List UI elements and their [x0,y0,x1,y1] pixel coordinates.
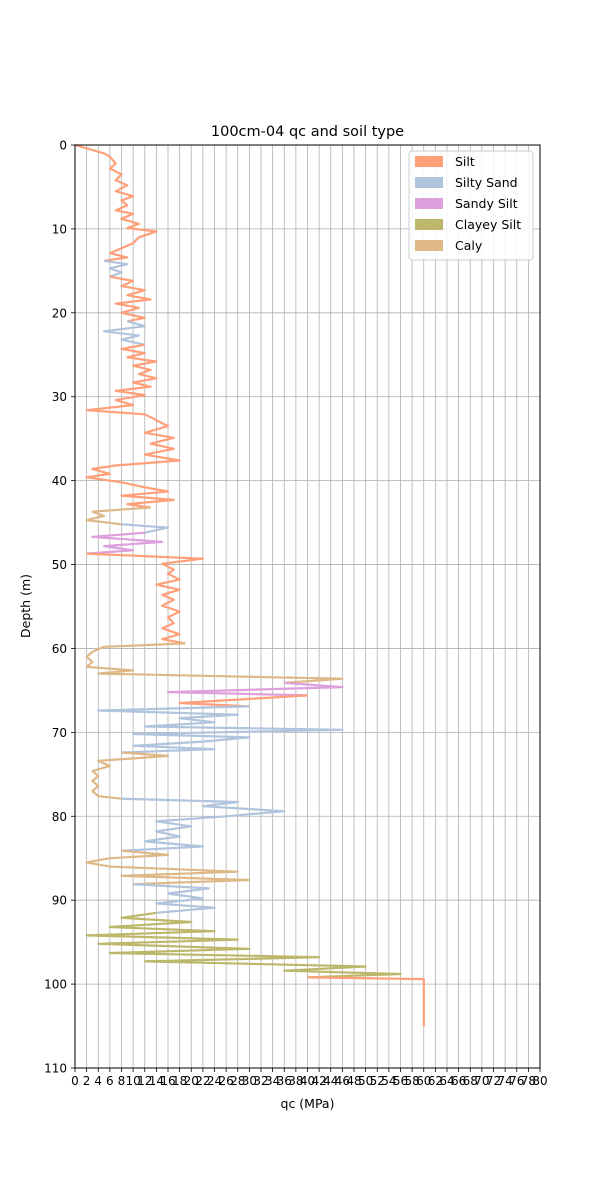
legend-label-sandy-silt: Sandy Silt [455,196,518,211]
x-tick-label: 20 [184,1074,199,1088]
x-tick-label: 8 [118,1074,126,1088]
series-line-caly [85,642,344,684]
x-tick-label: 76 [509,1074,524,1088]
legend-label-silty-sand: Silty Sand [455,175,518,190]
x-tick-label: 30 [242,1074,257,1088]
y-tick-label: 60 [52,642,67,656]
legend-swatch-clayey-silt [415,219,443,230]
y-tick-label: 10 [52,222,67,236]
x-tick-label: 10 [125,1074,140,1088]
x-tick-label: 68 [463,1074,478,1088]
x-tick-label: 12 [137,1074,152,1088]
x-tick-label: 6 [106,1074,114,1088]
x-tick-label: 60 [416,1074,431,1088]
y-tick-label: 70 [52,726,67,740]
legend-label-caly: Caly [455,238,483,253]
gridlines [74,144,541,1069]
x-tick-label: 52 [370,1074,385,1088]
y-tick-label: 90 [52,894,67,908]
series-line-silt [86,552,204,645]
series-line-silt [109,275,152,323]
series-line-silty-sand [133,883,216,914]
legend-swatch-sandy-silt [415,198,443,209]
x-tick-label: 78 [521,1074,536,1088]
series-line-sandy-silt [86,531,164,555]
x-tick-label: 74 [497,1074,512,1088]
legend-label-silt: Silt [455,154,475,169]
x-tick-label: 44 [323,1074,338,1088]
series-line-caly [85,849,251,886]
y-tick-label: 50 [52,558,67,572]
y-tick-label: 40 [52,474,67,488]
y-axis-label: Depth (m) [18,574,33,638]
y-tick-label: 110 [44,1062,67,1076]
x-tick-label: 46 [335,1074,350,1088]
x-tick-label: 56 [393,1074,408,1088]
series-line-silty-sand [121,797,286,852]
series-line-silt [85,343,181,509]
x-tick-label: 36 [277,1074,292,1088]
x-tick-label: 58 [404,1074,419,1088]
series-line-caly [85,506,151,526]
x-tick-label: 2 [83,1074,91,1088]
y-tick-label: 30 [52,390,67,404]
series-line-caly [91,751,170,800]
series-line-silty-sand [103,259,129,278]
x-tick-label: 14 [149,1074,164,1088]
x-tick-label: 64 [439,1074,454,1088]
x-tick-label: 70 [474,1074,489,1088]
x-tick-label: 50 [358,1074,373,1088]
x-tick-label: 42 [311,1074,326,1088]
legend-swatch-silt [415,156,443,167]
series-line-silty-sand [102,320,146,346]
x-tick-label: 34 [265,1074,280,1088]
series-line-silt [178,694,308,708]
x-tick-label: 38 [288,1074,303,1088]
x-tick-label: 26 [218,1074,233,1088]
legend-swatch-caly [415,240,443,251]
series-line-sandy-silt [166,681,344,697]
legend-swatch-silty-sand [415,177,443,188]
x-tick-label: 18 [172,1074,187,1088]
series-line-silt [307,976,425,1026]
legend: Silt Silty Sand Sandy Silt Clayey Silt Caly [408,150,534,261]
x-tick-label: 62 [428,1074,443,1088]
series-line-silty-sand [97,705,344,754]
axis-ticks: 0 2 4 6 8 10121416182022242628303234363840424… [44,139,548,1089]
series-line-silt [74,143,158,262]
x-tick-label: 32 [253,1074,268,1088]
x-tick-label: 0 [71,1074,79,1088]
x-tick-label: 40 [300,1074,315,1088]
y-tick-label: 20 [52,306,67,320]
chart-title: 100cm-04 qc and soil type [211,124,404,140]
y-tick-label: 0 [59,139,67,153]
x-tick-label: 4 [94,1074,102,1088]
x-tick-label: 80 [532,1074,547,1088]
legend-label-clayey-silt: Clayey Silt [455,217,521,232]
x-tick-label: 28 [230,1074,245,1088]
series-line-clayey-silt [85,911,402,979]
x-axis-label: qc (MPa) [281,1096,335,1111]
data-series [74,143,425,1026]
y-tick-label: 100 [44,978,67,992]
x-tick-label: 22 [195,1074,210,1088]
x-tick-label: 54 [381,1074,396,1088]
x-tick-label: 66 [451,1074,466,1088]
x-tick-label: 72 [486,1074,501,1088]
y-tick-label: 80 [52,810,67,824]
x-tick-label: 16 [160,1074,175,1088]
series-line-silty-sand [121,523,170,534]
x-tick-label: 24 [207,1074,222,1088]
x-tick-label: 48 [346,1074,361,1088]
